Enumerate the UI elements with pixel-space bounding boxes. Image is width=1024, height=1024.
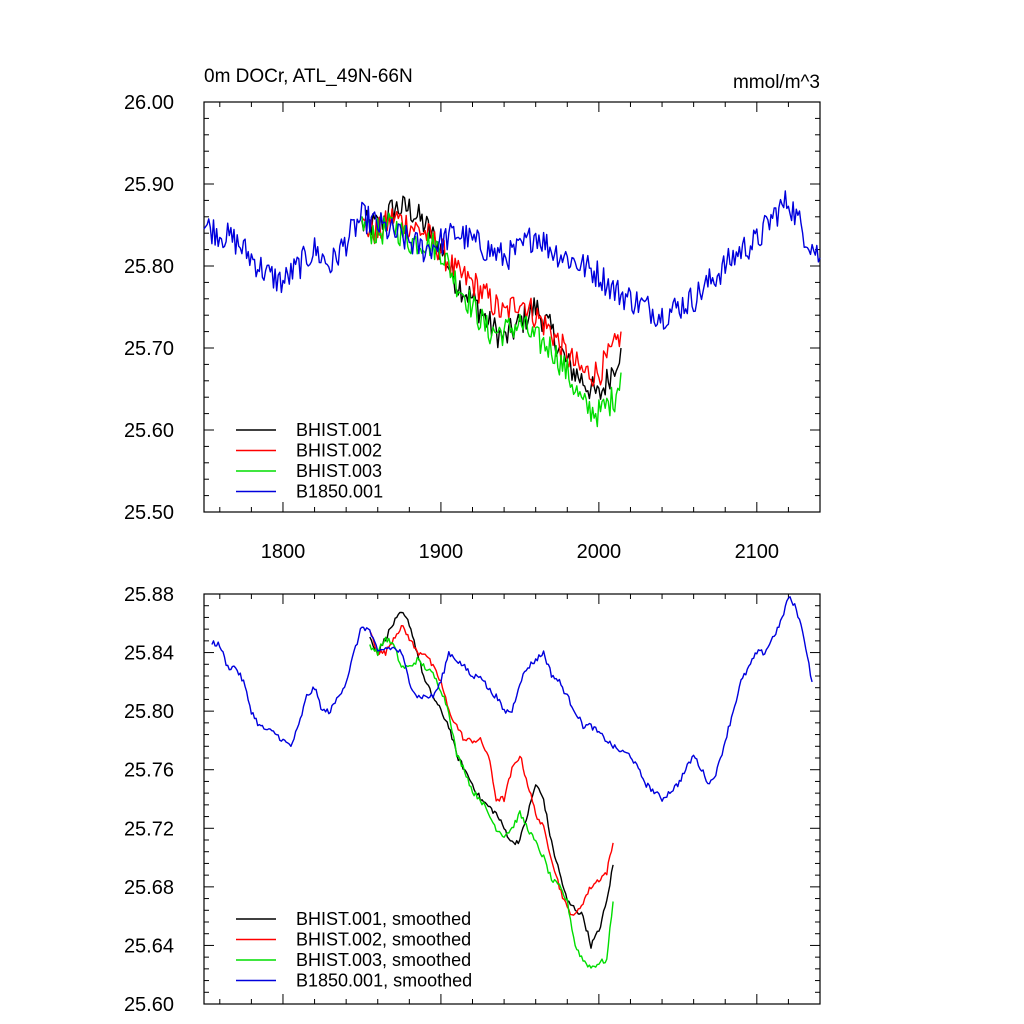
legend-label: BHIST.002 — [296, 441, 382, 461]
y-tick-label: 25.80 — [124, 701, 174, 723]
y-tick-label: 25.80 — [124, 256, 174, 278]
y-tick-label: 25.68 — [124, 877, 174, 899]
legend-label: B1850.001, smoothed — [296, 971, 472, 991]
legend-label: B1850.001 — [296, 482, 383, 502]
legend-label: BHIST.001 — [296, 420, 382, 440]
x-tick-label: 1800 — [261, 541, 306, 563]
y-tick-label: 25.60 — [124, 420, 174, 442]
plot-frame — [203, 593, 821, 1005]
chart-title: 0m DOCr, ATL_49N-66N — [204, 66, 413, 87]
y-tick-label: 25.90 — [124, 174, 174, 196]
series-line-b1850-001 — [203, 190, 821, 330]
series-line-b1850-001 — [211, 596, 813, 802]
legend-label: BHIST.002, smoothed — [296, 930, 471, 950]
x-tick-label: 1900 — [419, 541, 464, 563]
y-tick-label: 25.70 — [124, 338, 174, 360]
bottom-panel: 25.60 25.64 25.68 25.72 25.76 25.80 25.84 25.88… — [124, 584, 821, 1016]
series-line-bhist-001 — [369, 611, 614, 949]
top-panel: 0m DOCr, ATL_49N-66N mmol/m^3 25.50 25.60… — [124, 66, 821, 563]
y-tick-label: 25.88 — [124, 584, 174, 606]
x-tick-label: 2100 — [735, 541, 780, 563]
series-line-bhist-002 — [369, 625, 614, 916]
legend-label: BHIST.003, smoothed — [296, 950, 471, 970]
plot-frame — [203, 101, 821, 513]
y-tick-label: 26.00 — [124, 92, 174, 114]
y-tick-label: 25.84 — [124, 643, 174, 665]
y-tick-label: 25.50 — [124, 502, 174, 524]
y-tick-label: 25.64 — [124, 935, 174, 957]
units-label: mmol/m^3 — [733, 72, 820, 93]
legend-label: BHIST.003 — [296, 461, 382, 481]
y-tick-label: 25.76 — [124, 760, 174, 782]
series-line-bhist-003 — [361, 212, 622, 428]
y-tick-label: 25.72 — [124, 818, 174, 840]
x-tick-label: 2000 — [577, 541, 622, 563]
y-tick-label: 25.60 — [124, 994, 174, 1016]
series-line-bhist-003 — [369, 636, 614, 969]
legend-label: BHIST.001, smoothed — [296, 909, 471, 929]
